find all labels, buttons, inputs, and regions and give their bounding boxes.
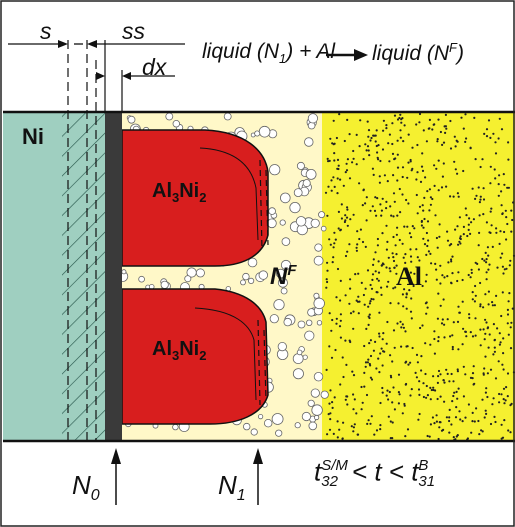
label-al3ni2-bottom: Al3Ni2 [152, 338, 207, 363]
label-n1: N1 [218, 470, 246, 505]
al3ni2-grain-top [121, 129, 269, 267]
label-time-condition: t S/M 32 < t < t B 31 [314, 456, 436, 490]
label-ss: ss [122, 18, 145, 44]
al3ni2-grain-bottom [121, 288, 269, 425]
label-n0: N0 [72, 470, 100, 505]
reaction-product: liquid (NF) [372, 40, 464, 65]
al-dots [324, 112, 515, 441]
label-s: s [40, 18, 52, 44]
label-nf: NF [270, 262, 297, 290]
reaction-equation: liquid (N1) + Al [202, 40, 336, 67]
label-dx: dx [142, 54, 167, 80]
label-al: Al [396, 262, 422, 291]
label-ni: Ni [22, 124, 44, 149]
interface-layer [105, 112, 122, 441]
ni-hatch [62, 112, 105, 441]
label-al3ni2-top: Al3Ni2 [152, 180, 207, 205]
